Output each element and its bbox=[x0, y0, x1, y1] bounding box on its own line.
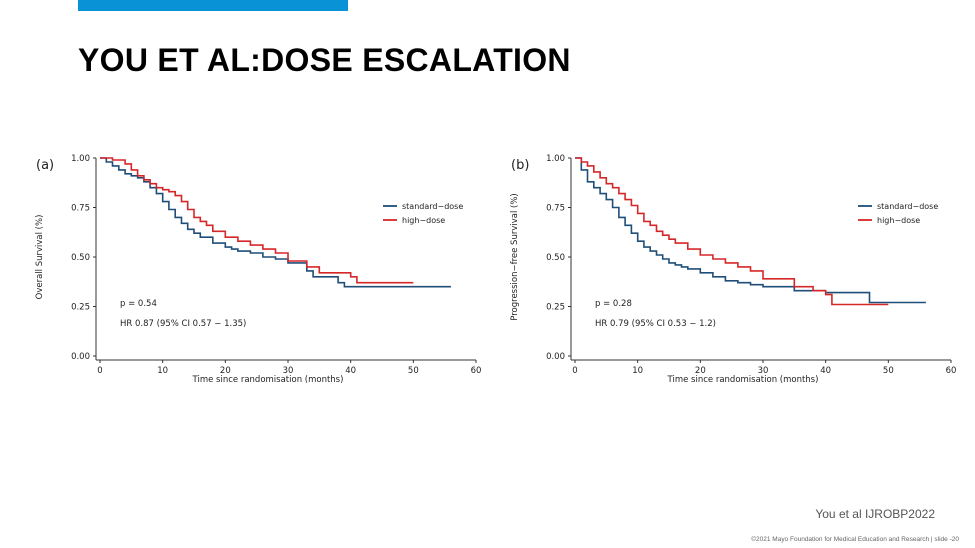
x-tick-label: 30 bbox=[758, 366, 769, 376]
legend-label: standard−dose bbox=[402, 202, 463, 211]
y-tick-label: 1.00 bbox=[71, 154, 90, 164]
x-tick-label: 20 bbox=[220, 366, 231, 376]
x-tick-label: 0 bbox=[572, 366, 577, 376]
x-axis-label: Time since randomisation (months) bbox=[667, 375, 819, 385]
km-curve-high-dose bbox=[100, 157, 414, 284]
legend-label: high−dose bbox=[402, 216, 445, 225]
y-tick-label: 0.00 bbox=[71, 352, 90, 362]
y-tick-label: 0.25 bbox=[71, 303, 90, 313]
citation: You et al IJROBP2022 bbox=[815, 507, 935, 521]
y-tick-label: 0.75 bbox=[71, 204, 90, 214]
km-curve-standard-dose bbox=[575, 157, 926, 304]
y-tick-label: 1.00 bbox=[546, 154, 565, 164]
x-tick-label: 20 bbox=[695, 366, 706, 376]
x-axis-label: Time since randomisation (months) bbox=[192, 375, 344, 385]
hazard-ratio-annotation: HR 0.79 (95% CI 0.53 − 1.2) bbox=[595, 319, 716, 329]
slide-title: YOU ET AL:DOSE ESCALATION bbox=[78, 42, 571, 78]
x-tick-label: 10 bbox=[632, 366, 643, 376]
footer-copyright: ©2021 Mayo Foundation for Medical Educat… bbox=[751, 536, 959, 543]
panel-label: (a) bbox=[36, 158, 54, 173]
p-value-annotation: p = 0.54 bbox=[120, 299, 157, 309]
x-tick-label: 30 bbox=[283, 366, 294, 376]
y-tick-label: 0.00 bbox=[546, 352, 565, 362]
survival-chart-a: (a) 0.00 0.25 0.50 0.75 1.00 0 10 20 30 40 50 60 Time… bbox=[35, 154, 482, 385]
x-tick-label: 60 bbox=[471, 366, 482, 376]
legend-label: standard−dose bbox=[877, 202, 938, 211]
km-curve-standard-dose bbox=[100, 157, 451, 288]
y-axis-label: Overall Survival (%) bbox=[35, 215, 45, 300]
x-tick-label: 50 bbox=[408, 366, 419, 376]
p-value-annotation: p = 0.28 bbox=[595, 299, 632, 309]
y-tick-label: 0.50 bbox=[546, 253, 565, 263]
x-tick-label: 40 bbox=[820, 366, 831, 376]
chart-panel-b: (b) 0.00 0.25 0.50 0.75 1.00 0 10 20 30 40 50 60 Time… bbox=[503, 148, 963, 398]
x-tick-label: 60 bbox=[946, 366, 957, 376]
accent-bar bbox=[78, 0, 348, 11]
panel-label: (b) bbox=[511, 158, 529, 173]
x-tick-label: 10 bbox=[157, 366, 168, 376]
x-tick-label: 40 bbox=[345, 366, 356, 376]
hazard-ratio-annotation: HR 0.87 (95% CI 0.57 − 1.35) bbox=[120, 319, 246, 329]
x-tick-label: 0 bbox=[97, 366, 102, 376]
y-tick-label: 0.25 bbox=[546, 303, 565, 313]
y-tick-label: 0.50 bbox=[71, 253, 90, 263]
y-axis-label: Progression−free Survival (%) bbox=[510, 193, 520, 321]
legend-label: high−dose bbox=[877, 216, 920, 225]
km-curve-high-dose bbox=[575, 157, 889, 306]
survival-chart-b: (b) 0.00 0.25 0.50 0.75 1.00 0 10 20 30 40 50 60 Time… bbox=[510, 154, 957, 385]
y-tick-label: 0.75 bbox=[546, 204, 565, 214]
x-tick-label: 50 bbox=[883, 366, 894, 376]
chart-panel-a: (a) 0.00 0.25 0.50 0.75 1.00 0 10 20 30 40 50 60 Time… bbox=[28, 148, 488, 398]
